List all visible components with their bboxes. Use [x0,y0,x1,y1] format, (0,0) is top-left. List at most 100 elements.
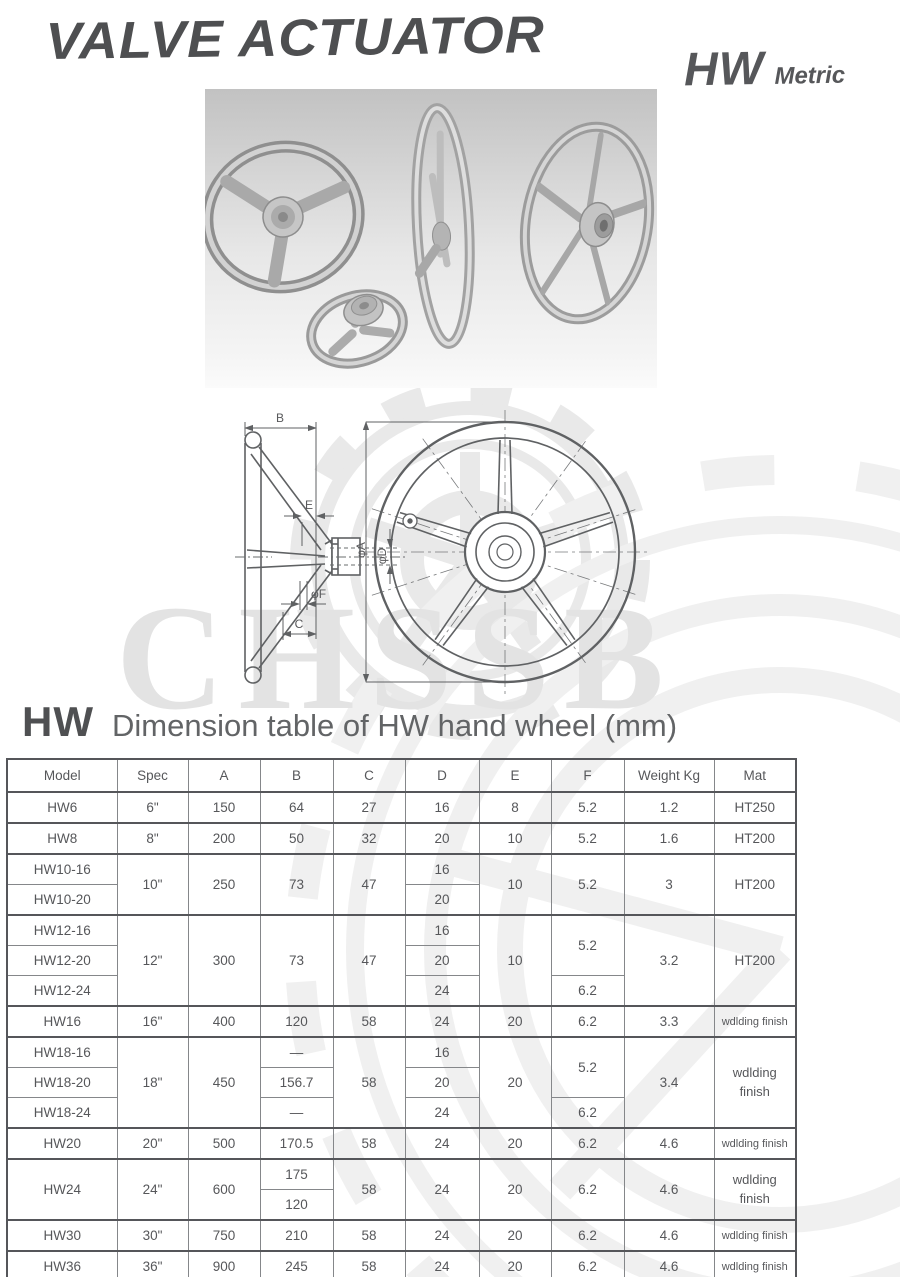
table-row: HW12-16 12" 300 73 47 16 10 5.2 3.2 HT200 [6,914,797,1007]
table-cell: 6.2 [550,1219,625,1252]
table-cell: 20 [404,945,480,976]
table-cell: 20 [404,1067,480,1098]
table-cell: 245 [259,1250,334,1277]
table-cell: 120 [259,1005,334,1038]
table-cell: HW16 [6,1005,118,1038]
table-cell: 210 [259,1219,334,1252]
table-cell: wdlding finish [713,1250,797,1277]
table-cell: 156.7 [259,1067,334,1098]
table-cell: 73 [259,853,334,916]
table-cell: 20 [478,1036,552,1129]
page-title: VALVE ACTUATOR [45,6,546,72]
handwheel-3-spoke [205,140,365,294]
table-cell: 73 [259,914,334,1007]
table-row: HW20 20" 500 170.5 58 24 20 6.2 4.6 wdlding finis… [6,1127,797,1160]
table-cell: 750 [187,1219,261,1252]
table-cell: 24" [116,1158,189,1221]
table-cell: 8" [116,822,189,855]
table-cell: 3 [623,853,715,916]
table-cell: 10 [478,914,552,1007]
table-cell: HW18-20 [6,1067,118,1098]
table-cell: HT200 [713,914,797,1007]
table-cell: 58 [332,1250,406,1277]
table-cell: 18" [116,1036,189,1129]
table-cell: 10" [116,853,189,916]
table-cell: HW20 [6,1127,118,1160]
table-cell: 16 [404,853,480,885]
product-photo [205,89,657,388]
table-cell: HT200 [713,853,797,916]
table-cell: 5.2 [550,1036,625,1098]
table-cell: 16 [404,1036,480,1068]
dimension-table-wrap: Model Spec A B C D E F Weight Kg Mat HW6 6" 150 64 27… [6,758,797,1277]
table-cell: 6" [116,791,189,824]
table-cell: 16 [404,914,480,946]
table-cell: 10 [478,853,552,916]
table-cell: 12" [116,914,189,1007]
table-cell: 400 [187,1005,261,1038]
series-units: Metric [774,61,846,90]
dim-label-a: φA [354,542,368,558]
table-cell: — [259,1097,334,1129]
table-cell: 5.2 [550,853,625,916]
table-row: HW10-16 10" 250 73 47 16 10 5.2 3 HT200 [6,853,797,916]
table-cell: HW12-24 [6,975,118,1007]
table-cell: 20 [404,822,480,855]
table-cell: 175 [259,1158,334,1190]
table-cell: 900 [187,1250,261,1277]
table-cell: 120 [259,1189,334,1221]
table-cell: 64 [259,791,334,824]
table-cell: 1.2 [623,791,715,824]
table-cell: 250 [187,853,261,916]
column-header: C [332,758,406,793]
header-row: Model Spec A B C D E F Weight Kg Mat [6,758,797,793]
table-cell: 20 [478,1219,552,1252]
table-cell: 5.2 [550,914,625,976]
dimension-table: Model Spec A B C D E F Weight Kg Mat HW6 6" 150 64 27… [6,758,797,1277]
table-cell: 27 [332,791,406,824]
table-row: HW24 24" 600 175 58 24 20 6.2 4.6 wdlding finish [6,1158,797,1221]
table-cell: 16 [404,791,480,824]
table-row: HW6 6" 150 64 27 16 8 5.2 1.2 HT250 [6,791,797,824]
table-cell: HT200 [713,822,797,855]
table-cell: 5.2 [550,822,625,855]
table-cell: HW10-16 [6,853,118,885]
table-cell: 4.6 [623,1219,715,1252]
table-cell: HW12-20 [6,945,118,976]
table-cell: 6.2 [550,1127,625,1160]
table-cell: HW18-16 [6,1036,118,1068]
table-cell: HW30 [6,1219,118,1252]
table-cell: 6.2 [550,1250,625,1277]
dim-label-e: E [305,498,313,512]
table-cell: HW24 [6,1158,118,1221]
column-header: D [404,758,480,793]
section-heading: HW Dimension table of HW hand wheel (mm) [22,698,882,746]
dim-label-b: B [276,411,284,425]
table-cell: 170.5 [259,1127,334,1160]
table-cell: wdlding finish [713,1219,797,1252]
table-cell: 50 [259,822,334,855]
table-cell: HT250 [713,791,797,824]
table-cell: 300 [187,914,261,1007]
table-row: HW18-20 156.7 20 [6,1067,796,1098]
table-cell: 6.2 [550,975,625,1007]
series-label: HW Metric [684,39,846,97]
column-header: E [478,758,552,793]
table-cell: 150 [187,791,261,824]
table-row: HW8 8" 200 50 32 20 10 5.2 1.6 HT200 [6,822,797,855]
table-cell: 58 [332,1127,406,1160]
table-cell: 10 [478,822,552,855]
table-cell: 24 [404,1005,480,1038]
table-cell: HW12-16 [6,914,118,946]
table-row: HW30 30" 750 210 58 24 20 6.2 4.6 wdlding finish [6,1219,797,1252]
table-cell: 16" [116,1005,189,1038]
section-title: Dimension table of HW hand wheel (mm) [111,708,678,743]
dim-label-f: φF [311,587,326,601]
table-cell: 1.6 [623,822,715,855]
table-cell: 30" [116,1219,189,1252]
table-cell: HW18-24 [6,1097,118,1129]
table-cell: 47 [332,853,406,916]
column-header: Weight Kg [623,758,715,793]
table-cell: 4.6 [623,1158,715,1221]
table-cell: wdlding finish [713,1005,797,1038]
